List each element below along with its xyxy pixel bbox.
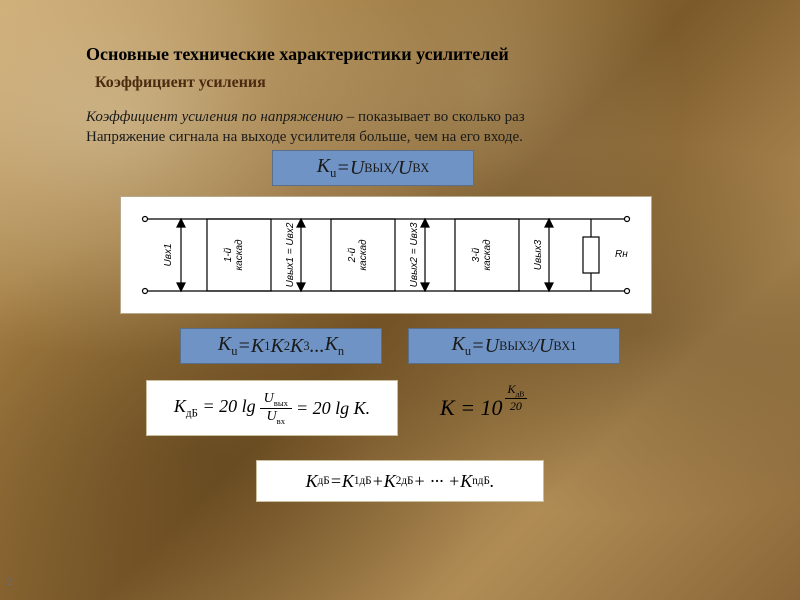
body-line-1: Коэффициент усиления по напряжению – пок…: [86, 108, 525, 126]
formula-ku-product: Ku = K1K2K3...Kn: [180, 328, 382, 364]
f5-exp: KдВ 20: [505, 382, 528, 414]
u-label-3: Uвых2 = Uвх3: [409, 222, 420, 287]
formula-ku-out3-in1: Ku = UВЫХ3 / UВХ1: [408, 328, 620, 364]
slide-number: 2: [6, 574, 12, 589]
body-line-2: Напряжение сигнала на выходе усилителя б…: [86, 128, 523, 146]
body-line-1-em: Коэффициент усиления по напряжению: [86, 109, 343, 125]
f4-frac: Uвых Uвх: [260, 391, 292, 426]
load-label: Rн: [615, 249, 628, 260]
body-line-1-rest: – показывает во сколько раз: [343, 109, 525, 125]
u-label-4: Uвых3: [533, 239, 544, 270]
stage-3-label: 3-йкаскад: [471, 239, 493, 271]
slide-subtitle: Коэффициент усиления: [95, 74, 266, 92]
formula-kdb-definition: KдБ = 20 lg Uвых Uвх = 20 lg K.: [146, 380, 398, 436]
f4-right: = 20 lg K.: [296, 398, 370, 419]
f4-left: KдБ = 20 lg: [174, 396, 256, 420]
cascade-diagram: Uвх1 Uвых1 = Uвх2 Uвых2 = Uвх3 Uвых3 1-й…: [120, 196, 652, 314]
f5-left: K = 10: [440, 395, 503, 421]
formula-kdb-sum: KдБ = K1дБ + K2дБ + ··· + KnдБ.: [256, 460, 544, 502]
u-label-1: Uвх1: [163, 243, 174, 266]
formula-k-from-db: K = 10 KдВ 20: [440, 384, 600, 432]
stage-1-label: 1-йкаскад: [223, 239, 245, 271]
slide-title: Основные технические характеристики усил…: [86, 44, 509, 65]
formula-ku-voltage: Ku = UВЫХ / UВХ: [272, 150, 474, 186]
u-label-2: Uвых1 = Uвх2: [285, 222, 296, 287]
stage-2-label: 2-йкаскад: [347, 239, 369, 271]
